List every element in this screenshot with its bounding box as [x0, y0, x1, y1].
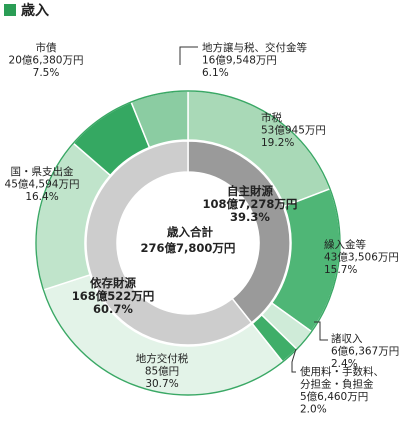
outer-ring-border — [35, 90, 341, 396]
center-total: 歳入合計 276億7,800万円 — [141, 225, 236, 255]
segment-labels: 市税 53億945万円 19.2% 繰入金等 43億3,506万円 15.7% 諸収入 6億6… — [5, 41, 400, 416]
label-chihokofuzei: 地方交付税 85億円 30.7% — [136, 352, 189, 390]
section-header: 歳入 — [4, 0, 49, 20]
label-jishuzaigen: 自主財源 108億7,278万円 39.3% — [203, 184, 298, 224]
total-value: 276億7,800万円 — [141, 241, 236, 255]
label-shoshunyu: 諸収入 6億6,367万円 2.4% — [331, 332, 399, 370]
green-square-icon — [4, 4, 16, 16]
outer-ring — [35, 90, 341, 396]
leader-lines — [179, 46, 328, 373]
label-izonzaigen: 依存財源 168億522万円 60.7% — [72, 276, 155, 316]
leader-line-2 — [291, 348, 297, 373]
label-shisai: 市債 20億6,380万円 7.5% — [9, 41, 84, 79]
label-shiyoryo: 使用料・手数料、分担金・負担金 5億6,460万円 2.0% — [300, 365, 384, 416]
section-title: 歳入 — [21, 3, 49, 19]
donut-hole — [117, 172, 259, 314]
label-chihojoyozei: 地方譲与税、交付金等 16億9,548万円 6.1% — [202, 41, 307, 79]
label-kurinyukin: 繰入金等 43億3,506万円 15.7% — [324, 238, 399, 276]
label-kokukenshishutsukin: 国・県支出金 45億4,594万円 16.4% — [5, 165, 80, 203]
leader-line-0 — [179, 46, 198, 65]
leader-line-1 — [314, 321, 328, 341]
total-label: 歳入合計 — [167, 225, 213, 239]
label-shizei: 市税 53億945万円 19.2% — [261, 111, 326, 149]
